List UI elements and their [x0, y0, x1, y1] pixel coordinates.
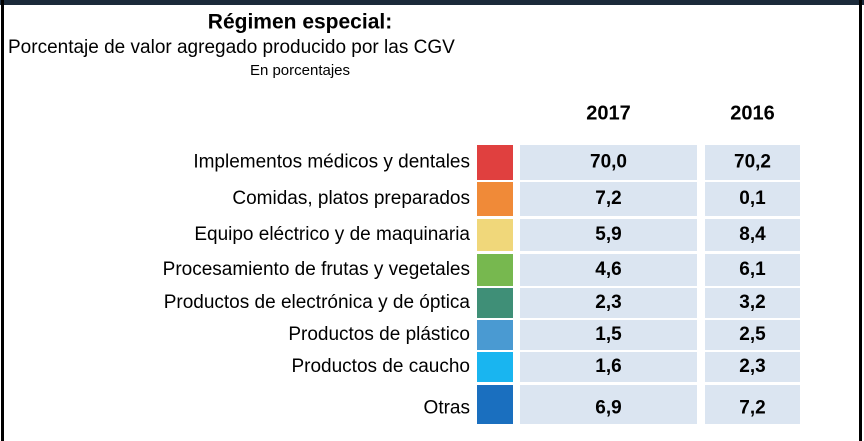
cell-value: 6,9 — [595, 398, 621, 419]
cell-value: 1,5 — [595, 324, 622, 345]
cell-value: 4,6 — [595, 259, 621, 280]
cell-bg — [520, 254, 697, 286]
row-label: Equipo eléctrico y de maquinaria — [194, 224, 470, 245]
cell-bg — [705, 385, 800, 424]
cell-bg — [705, 288, 800, 318]
cell-bg — [520, 385, 697, 424]
row-label: Procesamiento de frutas y vegetales — [163, 259, 470, 280]
right-border — [859, 0, 862, 441]
subtitle: Porcentaje de valor agregado producido p… — [8, 37, 455, 58]
title: Régimen especial: — [208, 11, 392, 34]
cell-value: 6,1 — [739, 259, 766, 280]
cell-bg — [520, 288, 697, 318]
cell-value: 7,2 — [595, 188, 621, 209]
cell-value: 2,3 — [739, 356, 765, 377]
row-label: Productos de caucho — [291, 356, 470, 377]
cell-bg — [705, 219, 800, 251]
left-border — [1, 0, 4, 441]
cell-value: 70,0 — [590, 152, 627, 173]
color-swatch — [477, 145, 513, 180]
color-swatch — [477, 320, 513, 350]
cell-bg — [705, 254, 800, 286]
color-swatch — [477, 182, 513, 216]
color-swatch — [477, 219, 513, 251]
color-swatch — [477, 288, 513, 318]
cell-bg — [705, 145, 800, 180]
cell-value: 7,2 — [739, 398, 765, 419]
cell-bg — [520, 352, 697, 382]
cell-value: 1,6 — [595, 356, 621, 377]
cell-value: 8,4 — [739, 224, 766, 245]
cell-value: 5,9 — [595, 224, 621, 245]
row-label: Productos de electrónica y de óptica — [164, 292, 471, 313]
cell-value: 70,2 — [734, 152, 771, 173]
row-label: Otras — [424, 398, 470, 419]
top-bar — [0, 0, 864, 5]
cell-value: 3,2 — [739, 292, 765, 313]
cell-bg — [705, 320, 800, 350]
unit-note: En porcentajes — [250, 62, 350, 79]
column-header: 2017 — [586, 102, 631, 124]
color-swatch — [477, 385, 513, 424]
cell-value: 2,5 — [739, 324, 766, 345]
cell-value: 2,3 — [595, 292, 621, 313]
cell-bg — [705, 352, 800, 382]
row-label: Comidas, platos preparados — [232, 188, 470, 209]
cell-bg — [520, 219, 697, 251]
cell-bg — [520, 145, 697, 180]
cell-bg — [520, 320, 697, 350]
row-label: Productos de plástico — [288, 324, 470, 345]
column-header: 2016 — [730, 102, 775, 124]
cell-bg — [520, 182, 697, 216]
cell-bg — [705, 182, 800, 216]
cell-value: 0,1 — [739, 188, 766, 209]
row-label: Implementos médicos y dentales — [193, 152, 470, 173]
color-swatch — [477, 254, 513, 286]
color-swatch — [477, 352, 513, 382]
